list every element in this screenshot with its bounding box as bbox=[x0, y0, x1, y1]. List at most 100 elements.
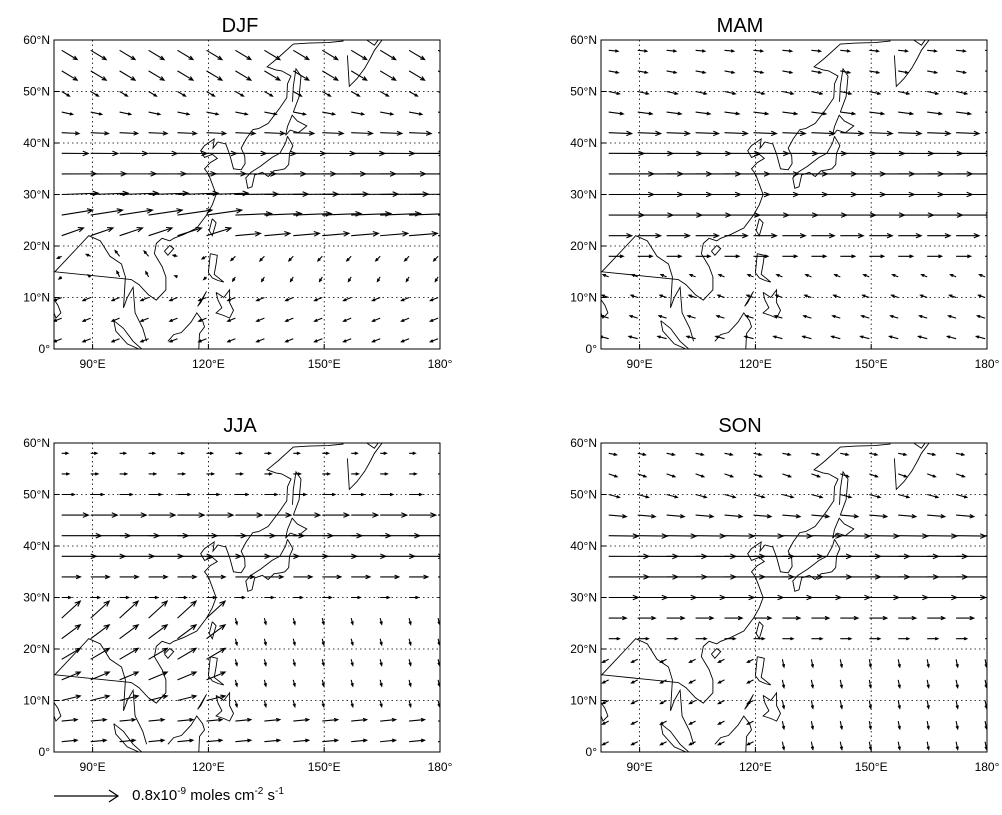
x-tick-label: 180° bbox=[975, 357, 1000, 371]
flux-vector bbox=[985, 152, 987, 154]
coastline bbox=[285, 517, 308, 539]
flux-vector bbox=[688, 720, 696, 725]
flux-vector bbox=[926, 679, 930, 689]
flux-vector bbox=[263, 638, 267, 647]
flux-vector bbox=[177, 226, 203, 237]
flux-vector bbox=[984, 473, 987, 476]
x-tick-label: 150°E bbox=[308, 357, 341, 371]
flux-vector bbox=[666, 493, 679, 499]
flux-vector bbox=[61, 131, 81, 136]
flux-vector bbox=[119, 91, 129, 97]
coastline bbox=[208, 621, 217, 640]
flux-vector bbox=[695, 636, 708, 641]
flux-vector bbox=[985, 555, 987, 557]
flux-vector bbox=[608, 636, 621, 641]
flux-vector bbox=[898, 111, 915, 116]
flux-vector bbox=[984, 679, 987, 689]
coastline bbox=[167, 715, 205, 752]
panel-djf: DJF bbox=[0, 0, 500, 395]
coastline bbox=[839, 67, 849, 113]
flux-vector bbox=[608, 70, 620, 74]
flux-vector bbox=[840, 473, 851, 478]
flux-vector bbox=[898, 232, 923, 239]
coastline bbox=[711, 647, 722, 659]
flux-vector bbox=[695, 90, 708, 95]
flux-vector bbox=[139, 338, 149, 343]
flux-vector bbox=[630, 658, 638, 664]
flux-vector bbox=[119, 190, 160, 197]
flux-vector bbox=[292, 638, 296, 647]
flux-vector bbox=[782, 514, 802, 519]
flux-vector bbox=[345, 255, 352, 262]
flux-vector bbox=[984, 700, 987, 710]
flux-vector bbox=[292, 617, 296, 626]
coastline bbox=[197, 291, 207, 307]
flux-vector bbox=[774, 294, 783, 299]
flux-vector bbox=[637, 473, 648, 478]
panel-jja: JJA bbox=[0, 400, 500, 795]
flux-vector bbox=[810, 679, 815, 689]
flux-vector bbox=[148, 738, 166, 743]
flux-vector bbox=[322, 472, 331, 476]
flux-vector bbox=[90, 131, 110, 136]
flux-vector bbox=[409, 574, 430, 580]
flux-vector bbox=[322, 230, 351, 237]
flux-vector bbox=[342, 338, 352, 343]
coastline bbox=[660, 320, 690, 349]
flux-vector bbox=[637, 70, 649, 74]
flux-vector bbox=[956, 636, 969, 641]
flux-vector bbox=[318, 276, 323, 283]
flux-vector bbox=[840, 452, 850, 456]
coastline bbox=[164, 647, 175, 659]
flux-vector bbox=[927, 111, 944, 116]
coastline bbox=[832, 517, 855, 539]
x-tick-label: 120°E bbox=[739, 760, 772, 774]
panel-title: MAM bbox=[716, 15, 764, 37]
flux-vector bbox=[666, 130, 692, 137]
flux-vector bbox=[81, 296, 91, 302]
flux-vector bbox=[264, 230, 292, 237]
flux-vector bbox=[409, 717, 427, 722]
flux-vector bbox=[119, 574, 140, 580]
flux-vector bbox=[956, 130, 981, 137]
coastline bbox=[754, 253, 772, 283]
flux-vector bbox=[116, 269, 121, 278]
flux-vector bbox=[782, 70, 794, 74]
coastline bbox=[744, 694, 754, 710]
flux-vector bbox=[409, 230, 439, 237]
flux-vector bbox=[350, 49, 368, 61]
flux-vector bbox=[839, 700, 844, 710]
flux-vector bbox=[956, 555, 987, 557]
flux-vector bbox=[206, 111, 220, 116]
flux-vector bbox=[379, 70, 397, 81]
flux-vector bbox=[226, 296, 236, 302]
flux-vector bbox=[811, 70, 823, 74]
flux-vector bbox=[984, 493, 987, 496]
flux-vector bbox=[428, 338, 439, 343]
flux-vector bbox=[148, 131, 169, 136]
flux-vector bbox=[666, 615, 686, 621]
flux-vector bbox=[637, 493, 650, 499]
coastline bbox=[744, 291, 754, 307]
flux-vector bbox=[61, 91, 71, 97]
map-panel: 90°E 120°E 150°E 180° 0° 10°N 20°N 30°N 40°N 50°N… bbox=[23, 33, 452, 371]
flux-vector bbox=[695, 49, 707, 53]
flux-vector bbox=[782, 49, 794, 53]
flux-vector bbox=[371, 317, 381, 322]
y-tick-label: 30°N bbox=[23, 591, 50, 605]
coastline bbox=[215, 288, 235, 319]
flux-vector bbox=[695, 254, 712, 259]
flux-vector bbox=[177, 671, 198, 681]
flux-vector bbox=[61, 671, 82, 681]
flux-vector bbox=[956, 533, 987, 539]
flux-vector bbox=[811, 254, 828, 259]
flux-vector bbox=[177, 595, 188, 600]
flux-vector bbox=[409, 595, 420, 600]
flux-vector bbox=[177, 694, 198, 702]
flux-vector bbox=[916, 335, 928, 340]
flux-vector bbox=[206, 492, 221, 497]
flux-vector bbox=[810, 700, 815, 710]
flux-vector bbox=[264, 472, 274, 476]
flux-vector bbox=[775, 273, 783, 278]
flux-vector bbox=[437, 700, 440, 709]
